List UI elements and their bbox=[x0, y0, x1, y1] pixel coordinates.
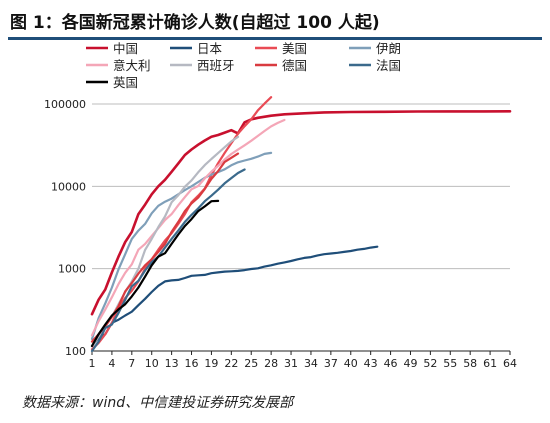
x-tick-label: 25 bbox=[244, 357, 258, 370]
x-tick-label: 10 bbox=[145, 357, 159, 370]
legend-label: 中国 bbox=[113, 41, 138, 56]
x-tick-label: 55 bbox=[443, 357, 457, 370]
series-line bbox=[90, 96, 273, 351]
x-tick-label: 46 bbox=[384, 357, 398, 370]
y-tick-label: 100 bbox=[65, 345, 86, 358]
legend-label: 英国 bbox=[113, 75, 138, 90]
figure-title: 图 1：各国新冠累计确诊人数(自超过 100 人起) bbox=[10, 13, 380, 33]
plot-series bbox=[90, 96, 512, 353]
x-tick-label: 34 bbox=[304, 357, 318, 370]
x-tick-label: 61 bbox=[483, 357, 497, 370]
x-tick-label: 4 bbox=[108, 357, 115, 370]
legend-label: 日本 bbox=[197, 41, 223, 56]
x-tick-label: 28 bbox=[264, 357, 278, 370]
title-underline bbox=[8, 37, 542, 40]
x-tick-label: 22 bbox=[224, 357, 238, 370]
source-note: 数据来源：wind、中信建投证券研究发展部 bbox=[22, 395, 294, 411]
x-tick-label: 31 bbox=[284, 357, 298, 370]
x-tick-label: 64 bbox=[503, 357, 517, 370]
x-tick-label: 1 bbox=[89, 357, 96, 370]
x-tick-label: 37 bbox=[324, 357, 338, 370]
title-bar: 图 1：各国新冠累计确诊人数(自超过 100 人起) bbox=[8, 6, 542, 40]
x-tick-label: 40 bbox=[344, 357, 358, 370]
gridlines bbox=[92, 103, 510, 270]
y-axis: 100 1000 10000 100000 bbox=[44, 98, 86, 358]
y-tick-label: 100000 bbox=[44, 98, 86, 111]
series-line bbox=[90, 199, 220, 348]
y-tick-label: 1000 bbox=[58, 263, 86, 276]
series-line bbox=[90, 152, 240, 343]
legend-label: 美国 bbox=[282, 41, 307, 56]
legend-label: 德国 bbox=[282, 58, 307, 73]
legend-label: 伊朗 bbox=[376, 41, 401, 56]
x-axis: 1 4 7 10 13 16 19 22 25 28 31 34 37 40 43 46 49 52 55 58 61 6… bbox=[89, 350, 517, 370]
legend-label: 西班牙 bbox=[197, 58, 235, 73]
x-tick-label: 49 bbox=[403, 357, 417, 370]
x-tick-label: 16 bbox=[185, 357, 199, 370]
legend-label: 意大利 bbox=[113, 58, 151, 73]
series-line bbox=[90, 168, 246, 353]
series-line bbox=[90, 245, 379, 348]
x-tick-label: 7 bbox=[128, 357, 135, 370]
legend-label: 法国 bbox=[376, 58, 401, 73]
x-tick-label: 43 bbox=[364, 357, 378, 370]
x-tick-label: 19 bbox=[204, 357, 218, 370]
x-tick-label: 52 bbox=[423, 357, 437, 370]
series-line bbox=[90, 110, 512, 316]
series-line bbox=[90, 118, 286, 337]
x-tick-label: 13 bbox=[165, 357, 179, 370]
y-tick-label: 10000 bbox=[51, 180, 86, 193]
x-tick-label: 58 bbox=[463, 357, 477, 370]
